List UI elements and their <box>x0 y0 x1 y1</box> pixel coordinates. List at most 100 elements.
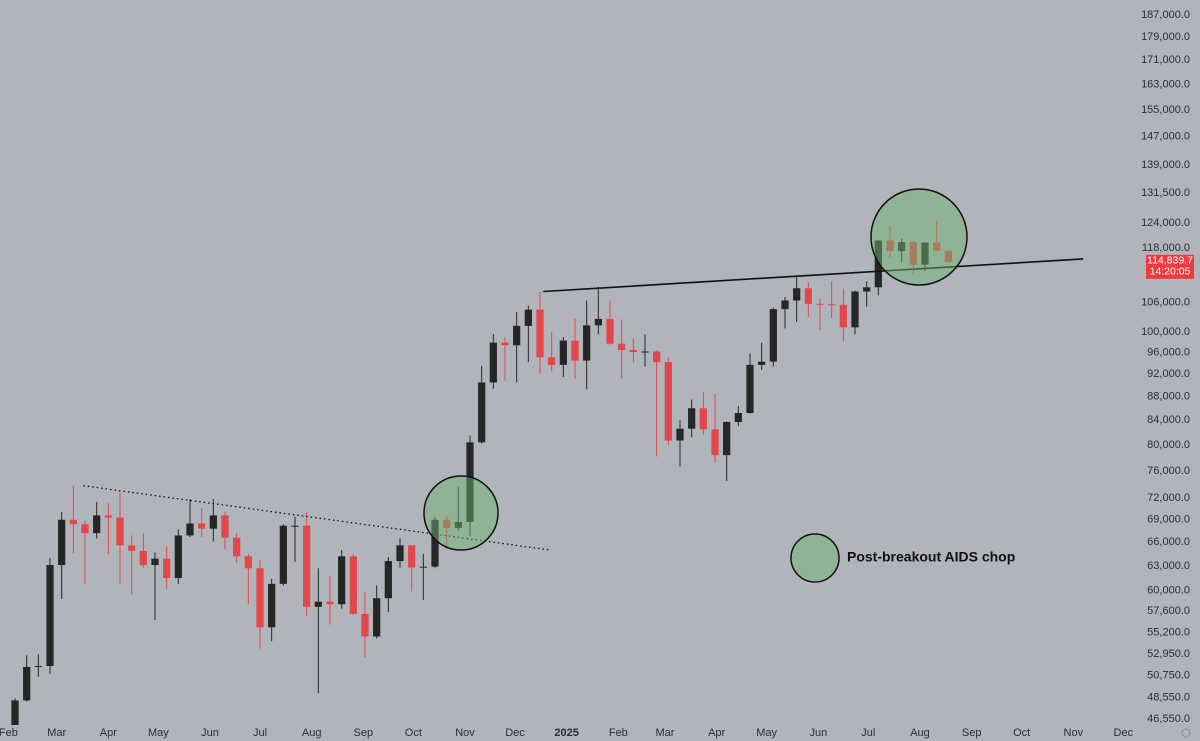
y-tick-label: 76,000.0 <box>1147 465 1190 477</box>
x-tick-label: Sep <box>962 727 982 739</box>
x-tick-label: Feb <box>0 727 18 739</box>
candle-body <box>863 287 871 292</box>
y-tick-label: 88,000.0 <box>1147 391 1190 403</box>
y-tick-label: 155,000.0 <box>1141 104 1190 116</box>
annotation: Post-breakout AIDS chop <box>847 549 1015 565</box>
candle-body <box>758 361 766 365</box>
candle-body <box>338 556 346 605</box>
y-tick-label: 96,000.0 <box>1147 346 1190 358</box>
candle-body <box>46 565 54 666</box>
candle-body <box>618 343 626 350</box>
x-tick-label: Oct <box>1013 727 1030 739</box>
x-tick-label: Apr <box>708 727 725 739</box>
candle-body <box>58 519 66 566</box>
y-tick-label: 66,000.0 <box>1147 536 1190 548</box>
x-tick-label: Dec <box>1114 727 1134 739</box>
candle-body <box>501 342 509 346</box>
candle-body <box>244 556 252 569</box>
x-tick-label: Nov <box>1064 727 1084 739</box>
y-tick-label: 131,500.0 <box>1141 187 1190 199</box>
candle-body <box>734 413 742 422</box>
candle-body <box>186 523 194 536</box>
y-tick-label: 84,000.0 <box>1147 414 1190 426</box>
candle-body <box>163 558 171 579</box>
price-text: 114,839.7 <box>1147 255 1193 267</box>
candle-body <box>559 340 567 365</box>
candle-body <box>571 340 579 361</box>
y-tick-label: 50,750.0 <box>1147 669 1190 681</box>
candle-body <box>583 325 591 361</box>
y-tick-label: 55,200.0 <box>1147 627 1190 639</box>
y-tick-label: 124,000.0 <box>1141 217 1190 229</box>
x-tick-label: Jun <box>809 727 827 739</box>
y-tick-label: 187,000.0 <box>1141 9 1190 21</box>
candle-body <box>594 318 602 326</box>
y-tick-label: 69,000.0 <box>1147 514 1190 526</box>
candle-body <box>23 666 31 701</box>
candle-body <box>536 309 544 358</box>
x-tick-label: Jul <box>253 727 267 739</box>
candle-body <box>174 535 182 579</box>
candle-body <box>326 601 334 605</box>
candle-body <box>524 309 532 326</box>
candle-body <box>839 304 847 328</box>
candle-body <box>128 545 136 551</box>
y-tick-label: 80,000.0 <box>1147 439 1190 451</box>
candle-body <box>279 525 287 584</box>
x-tick-label: Jul <box>861 727 875 739</box>
candle-body <box>151 558 159 566</box>
y-tick-label: 147,000.0 <box>1141 131 1190 143</box>
candle-body <box>746 364 754 414</box>
candle-body <box>221 515 229 538</box>
candle-body <box>233 537 241 557</box>
trendline <box>543 258 1084 293</box>
candle-body <box>478 382 486 443</box>
x-tick-label: Oct <box>405 727 422 739</box>
settings-icon[interactable] <box>1181 728 1191 738</box>
candle-body <box>711 429 719 456</box>
highlight-circle <box>423 475 499 551</box>
y-tick-label: 57,600.0 <box>1147 605 1190 617</box>
x-tick-label: Mar <box>656 727 675 739</box>
y-tick-label: 63,000.0 <box>1147 560 1190 572</box>
candle-body <box>419 566 427 568</box>
x-tick-label: Feb <box>609 727 628 739</box>
candle-body <box>723 421 731 456</box>
candle-body <box>688 408 696 429</box>
candle-body <box>793 288 801 301</box>
candle-body <box>828 304 836 306</box>
y-tick-label: 46,550.0 <box>1147 713 1190 725</box>
y-tick-label: 171,000.0 <box>1141 54 1190 66</box>
x-tick-label: Mar <box>47 727 66 739</box>
highlight-circle <box>870 188 968 286</box>
candle-body <box>513 325 521 346</box>
y-tick-label: 100,000.0 <box>1141 326 1190 338</box>
candle-body <box>291 525 299 527</box>
legend-circle <box>790 533 840 583</box>
y-tick-label: 139,000.0 <box>1141 159 1190 171</box>
x-tick-label: Dec <box>505 727 525 739</box>
candle-body <box>653 351 661 363</box>
candle-body <box>34 665 42 667</box>
y-tick-label: 72,000.0 <box>1147 492 1190 504</box>
candle-body <box>408 545 416 568</box>
candle-body <box>489 342 497 383</box>
candle-body <box>664 362 672 441</box>
y-tick-label: 118,000.0 <box>1142 242 1190 254</box>
y-tick-label: 60,000.0 <box>1147 584 1190 596</box>
candle-body <box>268 583 276 628</box>
candle-body <box>396 545 404 562</box>
candle-body <box>361 613 369 637</box>
x-tick-label: Aug <box>302 727 322 739</box>
x-tick-label: May <box>148 727 169 739</box>
candle-body <box>641 351 649 353</box>
candle-body <box>209 515 217 529</box>
candle-body <box>606 318 614 344</box>
candle-body <box>349 556 357 614</box>
y-tick-label: 92,000.0 <box>1147 368 1190 380</box>
candle-body <box>11 700 19 725</box>
candle-body <box>314 601 322 607</box>
x-tick-label: Nov <box>455 727 475 739</box>
